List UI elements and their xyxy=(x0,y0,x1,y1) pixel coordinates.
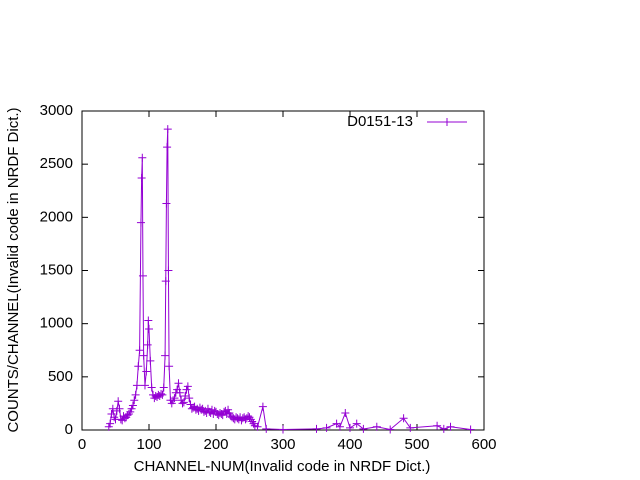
point-marker xyxy=(139,351,148,360)
point-marker xyxy=(136,218,145,227)
point-marker xyxy=(135,346,144,355)
legend-marker xyxy=(443,118,451,126)
point-marker xyxy=(108,404,117,413)
point-marker xyxy=(248,417,257,426)
point-marker xyxy=(159,383,168,392)
point-marker xyxy=(178,399,187,408)
point-marker xyxy=(312,424,321,433)
point-marker xyxy=(179,398,188,407)
point-marker xyxy=(446,422,455,431)
point-marker xyxy=(245,413,254,422)
point-marker xyxy=(203,404,212,413)
y-tick-label: 2500 xyxy=(40,155,73,172)
point-marker xyxy=(115,404,124,413)
point-marker xyxy=(138,153,147,162)
point-marker xyxy=(262,424,271,433)
y-tick-label: 0 xyxy=(65,421,73,438)
point-marker xyxy=(332,419,341,428)
point-marker xyxy=(126,407,135,416)
point-marker xyxy=(322,423,331,432)
point-marker xyxy=(132,381,141,390)
point-marker xyxy=(106,419,115,428)
point-marker xyxy=(124,410,133,419)
x-tick-label: 500 xyxy=(404,436,429,453)
x-tick-label: 0 xyxy=(78,436,86,453)
point-marker xyxy=(167,399,176,408)
point-marker xyxy=(170,394,179,403)
point-marker xyxy=(161,351,170,360)
point-marker xyxy=(127,404,136,413)
y-tick-label: 1000 xyxy=(40,315,73,332)
point-marker xyxy=(138,271,147,280)
point-marker xyxy=(399,414,408,423)
point-marker xyxy=(110,413,119,422)
point-marker xyxy=(157,389,166,398)
point-marker xyxy=(161,277,170,286)
point-marker xyxy=(163,125,172,134)
point-marker xyxy=(142,367,151,376)
y-tick-label: 1500 xyxy=(40,261,73,278)
point-marker xyxy=(169,396,178,405)
x-tick-label: 300 xyxy=(270,436,295,453)
point-marker xyxy=(335,422,344,431)
point-marker xyxy=(175,388,184,397)
point-marker xyxy=(145,324,153,333)
point-marker xyxy=(128,401,137,410)
x-tick-label: 400 xyxy=(337,436,362,453)
point-marker xyxy=(104,422,113,431)
point-marker xyxy=(134,362,143,371)
series-line xyxy=(108,129,471,431)
point-marker xyxy=(218,411,227,420)
legend-label: D0151-13 xyxy=(347,113,413,130)
y-tick-label: 3000 xyxy=(40,102,73,119)
point-marker xyxy=(439,424,448,433)
point-marker xyxy=(174,379,183,388)
point-marker xyxy=(341,408,350,417)
point-marker xyxy=(114,397,123,406)
point-marker xyxy=(146,356,155,365)
point-marker xyxy=(386,425,395,434)
x-tick-label: 200 xyxy=(203,436,228,453)
point-marker xyxy=(185,394,194,403)
point-marker xyxy=(164,266,173,275)
point-marker xyxy=(162,199,171,208)
point-marker xyxy=(249,419,258,428)
x-tick-label: 600 xyxy=(471,436,496,453)
point-marker xyxy=(158,390,167,399)
point-marker xyxy=(225,408,234,417)
point-marker xyxy=(359,424,368,433)
y-tick-label: 2000 xyxy=(40,208,73,225)
point-marker xyxy=(147,383,156,392)
point-marker xyxy=(466,425,475,434)
point-marker xyxy=(143,340,152,349)
point-marker xyxy=(433,421,442,430)
point-marker xyxy=(246,415,255,424)
point-marker xyxy=(131,390,140,399)
x-axis-label: CHANNEL-NUM(Invalid code in NRDF Dict.) xyxy=(134,458,431,475)
point-marker xyxy=(144,316,153,325)
point-marker xyxy=(140,381,149,390)
x-tick-label: 100 xyxy=(136,436,161,453)
point-marker xyxy=(406,423,415,432)
point-marker xyxy=(181,391,190,400)
point-marker xyxy=(224,405,233,414)
point-marker xyxy=(258,402,267,411)
y-tick-label: 500 xyxy=(48,368,73,385)
point-marker xyxy=(163,143,172,152)
point-marker xyxy=(165,362,174,371)
point-marker xyxy=(372,422,381,431)
y-axis-label: COUNTS/CHANNEL(Invalid code in NRDF Dict… xyxy=(5,107,22,432)
point-marker xyxy=(253,422,262,431)
point-marker xyxy=(352,419,361,428)
point-marker xyxy=(130,396,139,405)
point-marker xyxy=(183,382,192,391)
point-marker xyxy=(279,425,287,434)
point-marker xyxy=(137,173,146,182)
point-marker xyxy=(346,423,354,432)
point-marker xyxy=(182,385,191,394)
